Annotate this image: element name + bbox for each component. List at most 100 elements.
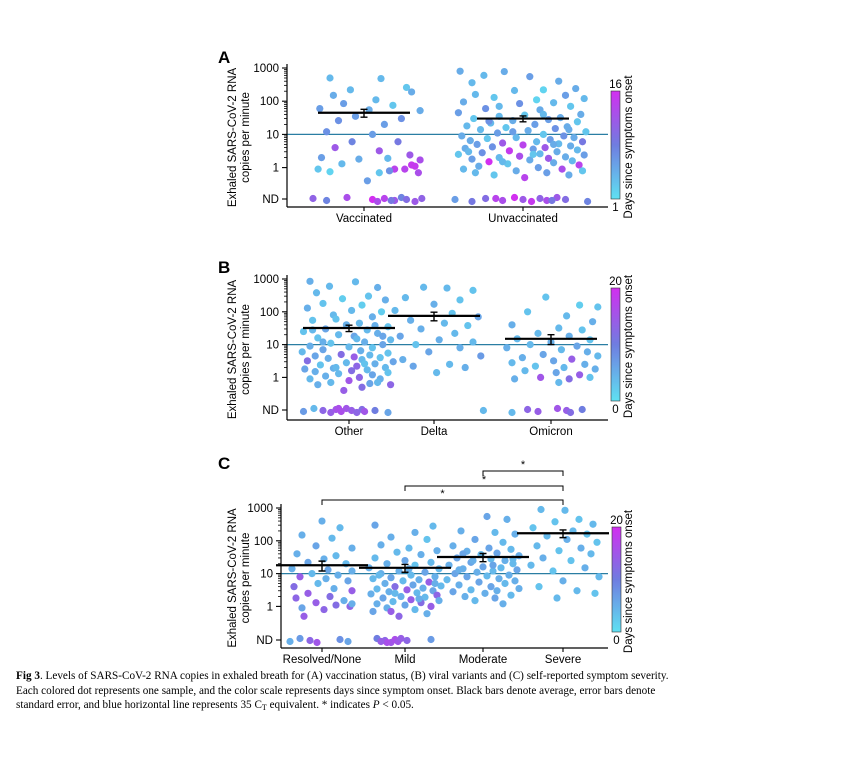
data-point xyxy=(369,607,377,616)
data-point xyxy=(312,542,320,550)
data-point xyxy=(566,408,575,417)
data-point xyxy=(507,591,515,599)
data-point xyxy=(318,517,326,525)
data-point xyxy=(510,86,519,95)
data-point xyxy=(387,381,395,389)
data-point xyxy=(327,408,335,417)
data-point xyxy=(459,98,468,106)
data-point xyxy=(357,347,365,355)
series-b-omicron xyxy=(503,293,602,417)
data-point xyxy=(327,339,335,347)
data-point xyxy=(475,578,483,586)
data-point xyxy=(433,547,441,555)
data-point xyxy=(296,573,304,581)
data-point xyxy=(345,376,353,385)
data-point xyxy=(505,571,513,579)
data-point xyxy=(409,581,417,589)
data-point xyxy=(550,357,558,365)
data-point xyxy=(306,636,314,645)
data-point xyxy=(409,362,417,370)
data-point xyxy=(403,586,411,594)
data-point xyxy=(454,109,462,117)
data-point xyxy=(317,154,326,162)
data-point xyxy=(549,567,557,575)
data-point xyxy=(449,588,457,596)
data-point xyxy=(578,326,586,334)
data-point xyxy=(323,196,331,205)
data-point xyxy=(593,538,601,546)
data-point xyxy=(351,112,360,120)
data-point xyxy=(535,583,543,591)
data-point xyxy=(568,157,576,165)
error-bar-a-0 xyxy=(360,108,368,118)
data-point xyxy=(455,581,463,589)
data-point xyxy=(309,316,317,324)
data-point xyxy=(309,194,317,203)
data-point xyxy=(533,138,541,146)
data-point xyxy=(397,114,405,123)
data-point xyxy=(415,576,423,584)
data-point xyxy=(565,171,573,179)
data-point xyxy=(490,93,498,102)
y-tick-label-b: 1000 xyxy=(253,274,279,286)
data-point xyxy=(565,125,573,134)
data-point xyxy=(473,140,481,148)
data-point xyxy=(401,556,409,565)
data-point xyxy=(594,303,602,311)
colorbar-gradient-b xyxy=(610,287,621,402)
data-point xyxy=(435,336,443,344)
data-point xyxy=(412,341,420,349)
data-point xyxy=(471,535,479,544)
data-point xyxy=(508,321,516,329)
data-point xyxy=(416,156,424,164)
data-point xyxy=(371,406,379,415)
data-point xyxy=(423,535,431,544)
data-point xyxy=(468,197,476,206)
data-point xyxy=(348,600,356,608)
data-point xyxy=(425,348,433,356)
data-point xyxy=(330,584,338,593)
error-bar-c-2 xyxy=(479,552,487,563)
data-point xyxy=(308,570,316,578)
data-point xyxy=(561,91,570,99)
caption-line-2: Each colored dot represents one sample, … xyxy=(16,684,656,697)
data-point xyxy=(379,341,387,349)
data-point xyxy=(575,161,583,169)
data-point xyxy=(456,67,464,75)
data-point xyxy=(313,638,321,647)
data-point xyxy=(449,542,457,550)
data-point xyxy=(363,366,371,374)
data-point xyxy=(481,589,489,597)
data-point xyxy=(338,160,346,168)
data-point xyxy=(541,144,549,152)
data-point xyxy=(485,158,493,166)
data-point xyxy=(375,169,383,177)
data-point xyxy=(408,88,416,96)
data-point xyxy=(332,315,340,323)
data-point xyxy=(300,612,308,620)
data-point xyxy=(536,150,544,158)
caption-label: Fig 3 xyxy=(16,670,40,682)
data-point xyxy=(591,365,599,373)
x-tick-label-c: Resolved/None xyxy=(283,654,362,665)
data-point xyxy=(550,99,558,107)
data-point xyxy=(385,167,394,175)
error-bar-b-1 xyxy=(430,311,438,322)
colorbar-min-label-a: 1 xyxy=(612,202,618,214)
data-point xyxy=(531,120,539,129)
data-point xyxy=(492,194,500,203)
data-point xyxy=(555,324,563,332)
data-point xyxy=(389,598,397,606)
data-point xyxy=(335,370,343,378)
data-point xyxy=(555,547,563,555)
y-tick-label-a: 10 xyxy=(266,129,279,141)
y-tick-label-a: ND xyxy=(262,194,279,206)
data-point xyxy=(376,354,384,362)
y-tick-label-b: ND xyxy=(262,405,279,417)
data-point xyxy=(465,148,473,156)
data-point xyxy=(455,566,463,574)
data-point xyxy=(591,589,599,597)
data-point xyxy=(301,365,309,373)
data-point xyxy=(466,137,474,145)
